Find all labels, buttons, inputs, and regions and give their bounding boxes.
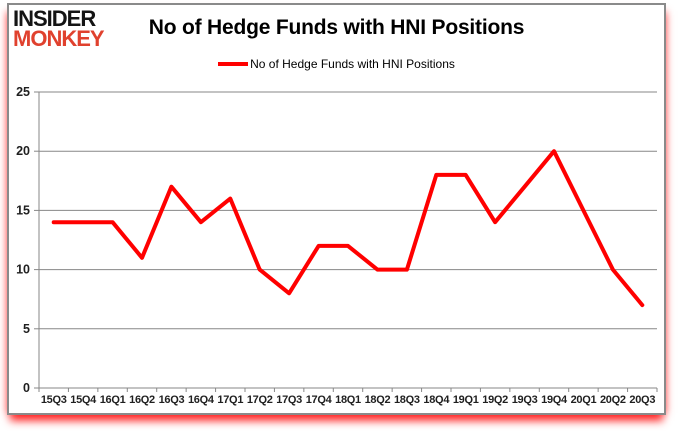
- x-tick-label: 17Q1: [217, 394, 243, 406]
- x-tick-label: 18Q3: [394, 394, 420, 406]
- x-tick-label: 16Q3: [159, 394, 185, 406]
- x-tick-label: 20Q2: [600, 394, 626, 406]
- chart-legend: No of Hedge Funds with HNI Positions: [9, 57, 664, 71]
- x-tick-label: 16Q1: [100, 394, 126, 406]
- logo-line1: INSIDER: [13, 6, 96, 31]
- logo-line2: MONKEY: [13, 26, 105, 51]
- line-chart: 0 5 10 15 20 25 15Q3 15Q4 16Q1 16Q2 16Q3 16Q4 17Q1 17…: [16, 85, 658, 406]
- x-tick-label: 18Q2: [365, 394, 391, 406]
- x-tick-label: 17Q4: [306, 394, 333, 406]
- x-tick-label: 15Q4: [70, 394, 97, 406]
- x-tick-label: 19Q3: [512, 394, 538, 406]
- x-tick-label: 20Q1: [571, 394, 597, 406]
- data-line: [51, 149, 645, 308]
- x-tick-label: 16Q4: [188, 394, 215, 406]
- x-tick-label: 19Q2: [482, 394, 508, 406]
- x-tick-label: 17Q2: [247, 394, 273, 406]
- y-tick-label: 5: [23, 322, 30, 336]
- x-tick-label: 16Q2: [129, 394, 155, 406]
- y-tick-label: 10: [16, 263, 30, 277]
- y-tick-label: 20: [16, 144, 30, 158]
- x-tick-label: 18Q4: [423, 394, 450, 406]
- x-tick-label: 20Q3: [629, 394, 655, 406]
- chart-panel: INSIDER MONKEY No of Hedge Funds with HN…: [7, 3, 666, 415]
- legend-label: No of Hedge Funds with HNI Positions: [250, 57, 455, 71]
- x-tick-label: 17Q3: [276, 394, 302, 406]
- y-tick-label: 15: [16, 203, 30, 217]
- y-tick-label: 0: [23, 381, 30, 395]
- x-tick-label: 19Q4: [541, 394, 568, 406]
- x-tick-label: 18Q1: [335, 394, 361, 406]
- chart-title: No of Hedge Funds with HNI Positions: [148, 16, 525, 39]
- insider-monkey-logo: INSIDER MONKEY: [13, 6, 105, 51]
- x-tick-label: 19Q1: [453, 394, 479, 406]
- legend-line-swatch: [218, 62, 249, 66]
- x-tick-label: 15Q3: [41, 394, 67, 406]
- y-tick-label: 25: [16, 85, 30, 99]
